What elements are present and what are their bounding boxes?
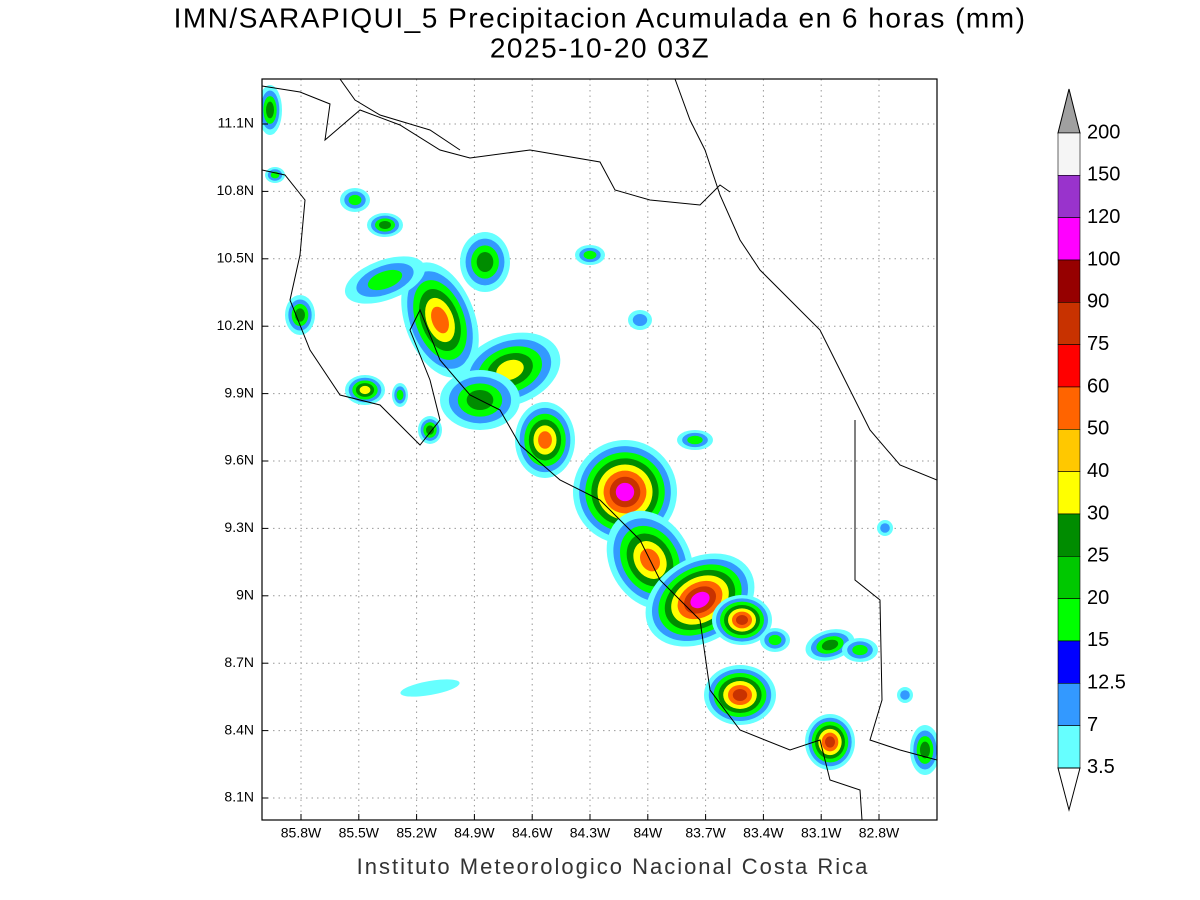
precip-contour bbox=[266, 101, 274, 119]
colorbar-label: 12.5 bbox=[1087, 672, 1126, 694]
y-tick-label: 8.7N bbox=[224, 654, 254, 670]
precip-contour bbox=[825, 736, 835, 748]
colorbar-swatch bbox=[1057, 175, 1081, 218]
y-tick-label: 10.2N bbox=[217, 317, 254, 333]
precip-contour bbox=[396, 389, 404, 401]
colorbar-swatch bbox=[1057, 725, 1081, 769]
y-tick-label: 8.1N bbox=[224, 789, 254, 805]
precip-contour bbox=[615, 482, 635, 502]
x-tick-label: 85.8W bbox=[281, 825, 322, 841]
subtitle: 2025-10-20 03Z bbox=[490, 32, 710, 63]
colorbar: 200 150 120 100 90 75 60 50 40 30 25 20 15 12.5 7 3.5 bbox=[1057, 88, 1126, 812]
precip-contour bbox=[379, 221, 391, 229]
x-tick-label: 82.8W bbox=[859, 825, 900, 841]
credit: Instituto Meteorologico Nacional Costa R… bbox=[357, 854, 870, 879]
x-tick-label: 84.6W bbox=[512, 825, 553, 841]
precip-contour bbox=[538, 431, 552, 449]
y-tick-label: 9.9N bbox=[224, 384, 254, 400]
colorbar-under bbox=[1057, 767, 1081, 812]
y-tick-label: 11.1N bbox=[218, 115, 254, 131]
colorbar-swatch bbox=[1057, 302, 1081, 345]
colorbar-label: 150 bbox=[1087, 164, 1120, 186]
colorbar-swatch bbox=[1057, 682, 1081, 726]
precip-contour bbox=[690, 591, 710, 609]
x-tick-label: 83.1W bbox=[801, 825, 842, 841]
x-tick-label: 85.2W bbox=[396, 825, 437, 841]
precip-contour bbox=[583, 250, 597, 260]
colorbar-swatch bbox=[1057, 640, 1081, 684]
y-tick-label: 8.4N bbox=[224, 721, 254, 737]
y-tick-label: 9.6N bbox=[224, 452, 254, 468]
precip-contour bbox=[632, 314, 648, 326]
y-tick-label: 9N bbox=[236, 587, 254, 603]
precip-contour bbox=[476, 252, 494, 272]
precip-contour bbox=[920, 741, 930, 759]
precip-contour bbox=[496, 359, 524, 381]
precip-contour bbox=[821, 639, 839, 651]
x-tick-label: 84.9W bbox=[454, 825, 495, 841]
colorbar-label: 50 bbox=[1087, 418, 1109, 440]
colorbar-label: 7 bbox=[1087, 714, 1098, 736]
x-tick-label: 84W bbox=[633, 825, 663, 841]
colorbar-swatch bbox=[1057, 259, 1081, 303]
colorbar-label: 25 bbox=[1087, 545, 1109, 567]
precip-contour bbox=[431, 306, 449, 334]
colorbar-swatch bbox=[1057, 386, 1081, 430]
colorbar-swatch bbox=[1057, 471, 1081, 515]
precip-contour bbox=[400, 679, 460, 697]
precip-contour bbox=[359, 385, 371, 395]
precip-contour bbox=[426, 425, 434, 435]
axis-labels: 85.8W 85.5W 85.2W 84.9W 84.6W 84.3W 84W 83.7W 83… bbox=[217, 115, 900, 841]
precip-contour bbox=[732, 689, 748, 701]
precip-contour bbox=[768, 634, 782, 646]
colorbar-swatch bbox=[1057, 132, 1081, 176]
x-tick-label: 83.7W bbox=[685, 825, 726, 841]
colorbar-swatch bbox=[1057, 598, 1081, 642]
nicaragua-border bbox=[262, 85, 731, 206]
colorbar-label: 30 bbox=[1087, 502, 1109, 524]
colorbar-label: 90 bbox=[1087, 291, 1109, 313]
colorbar-label: 40 bbox=[1087, 460, 1109, 482]
x-tick-label: 83.4W bbox=[743, 825, 784, 841]
precip-contour bbox=[852, 644, 868, 656]
colorbar-label: 120 bbox=[1087, 206, 1120, 228]
x-tick-label: 84.3W bbox=[570, 825, 611, 841]
colorbar-label: 200 bbox=[1087, 121, 1120, 143]
colorbar-swatch bbox=[1057, 513, 1081, 557]
y-tick-label: 10.8N bbox=[217, 182, 254, 198]
precip-contour bbox=[687, 435, 703, 445]
precip-contour bbox=[880, 523, 890, 533]
precip-contour bbox=[900, 690, 910, 700]
colorbar-swatch bbox=[1057, 429, 1081, 472]
caribbean-coast bbox=[674, 79, 937, 481]
colorbar-label: 20 bbox=[1087, 587, 1109, 609]
colorbar-label: 100 bbox=[1087, 248, 1120, 270]
colorbar-over bbox=[1057, 88, 1081, 134]
pacific-coast bbox=[262, 169, 863, 820]
y-tick-label: 10.5N bbox=[217, 250, 254, 266]
precip-contour bbox=[367, 269, 403, 291]
colorbar-swatch bbox=[1057, 344, 1081, 388]
colorbar-label: 15 bbox=[1087, 629, 1109, 651]
precip-contour bbox=[736, 615, 748, 625]
panama-border bbox=[854, 420, 937, 761]
colorbar-label: 75 bbox=[1087, 333, 1109, 355]
precipitation-field bbox=[262, 85, 937, 775]
colorbar-swatch bbox=[1057, 217, 1081, 261]
precip-contour bbox=[348, 194, 362, 206]
title: IMN/SARAPIQUI_5 Precipitacion Acumulada … bbox=[174, 2, 1027, 33]
y-tick-label: 9.3N bbox=[224, 519, 254, 535]
x-tick-label: 85.5W bbox=[339, 825, 380, 841]
colorbar-swatch bbox=[1057, 555, 1081, 599]
boundaries bbox=[262, 79, 937, 820]
lake-shore bbox=[339, 79, 461, 151]
map-frame bbox=[261, 78, 938, 821]
colorbar-label: 3.5 bbox=[1087, 756, 1115, 778]
colorbar-label: 60 bbox=[1087, 375, 1109, 397]
